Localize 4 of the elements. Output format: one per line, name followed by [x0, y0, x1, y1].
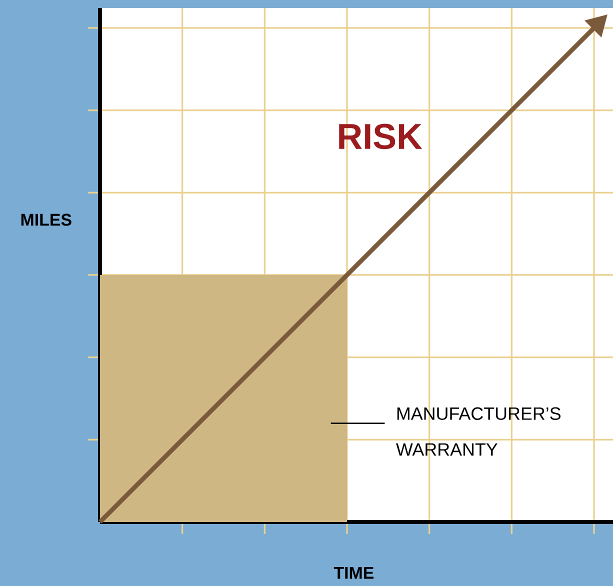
x-axis-title: TIME [334, 567, 374, 579]
annotation: RISK [339, 124, 422, 150]
text: MANUFACTURER’S WARRANTY [396, 407, 560, 456]
y-axis-title: MILES [21, 214, 72, 226]
